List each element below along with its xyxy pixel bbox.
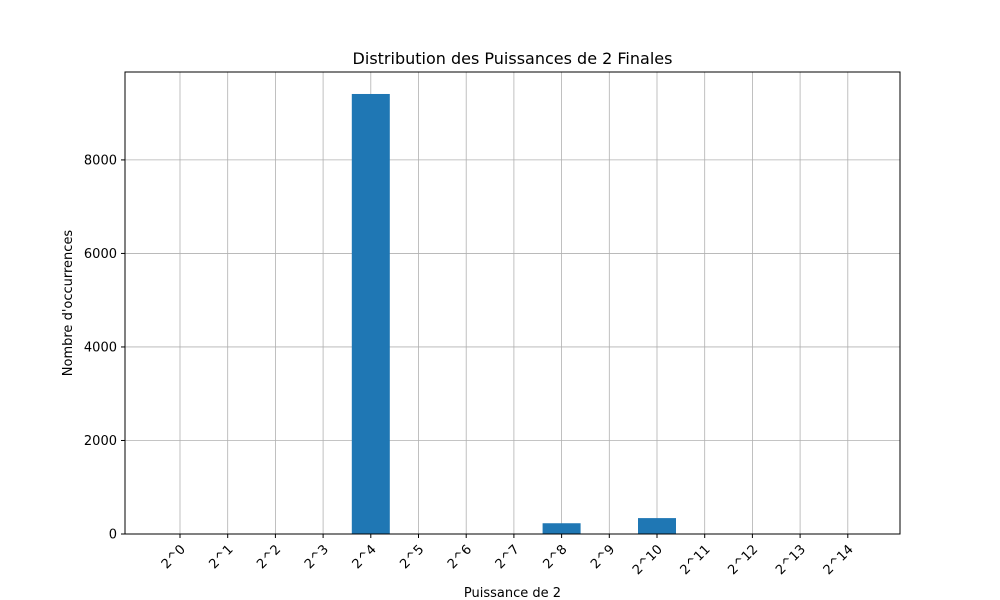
y-tick-label: 0: [109, 528, 117, 543]
bars: [351, 93, 676, 535]
y-tick-label: 8000: [84, 153, 117, 168]
bar-2-4: [351, 93, 390, 535]
plot-area-frame: [124, 71, 901, 535]
bar-2-8: [542, 523, 581, 534]
grid-lines: [125, 72, 900, 535]
y-tick-label: 6000: [84, 247, 117, 262]
y-axis-ticks: 0 2000 4000 6000 8000: [84, 153, 125, 543]
y-tick-label: 4000: [84, 340, 117, 355]
x-axis-label: Puissance de 2: [464, 586, 561, 600]
chart-title: Distribution des Puissances de 2 Finales: [353, 49, 673, 68]
y-tick-label: 2000: [84, 434, 117, 449]
y-axis-label: Nombre d'occurrences: [61, 230, 76, 377]
bar-2-10: [638, 518, 676, 534]
